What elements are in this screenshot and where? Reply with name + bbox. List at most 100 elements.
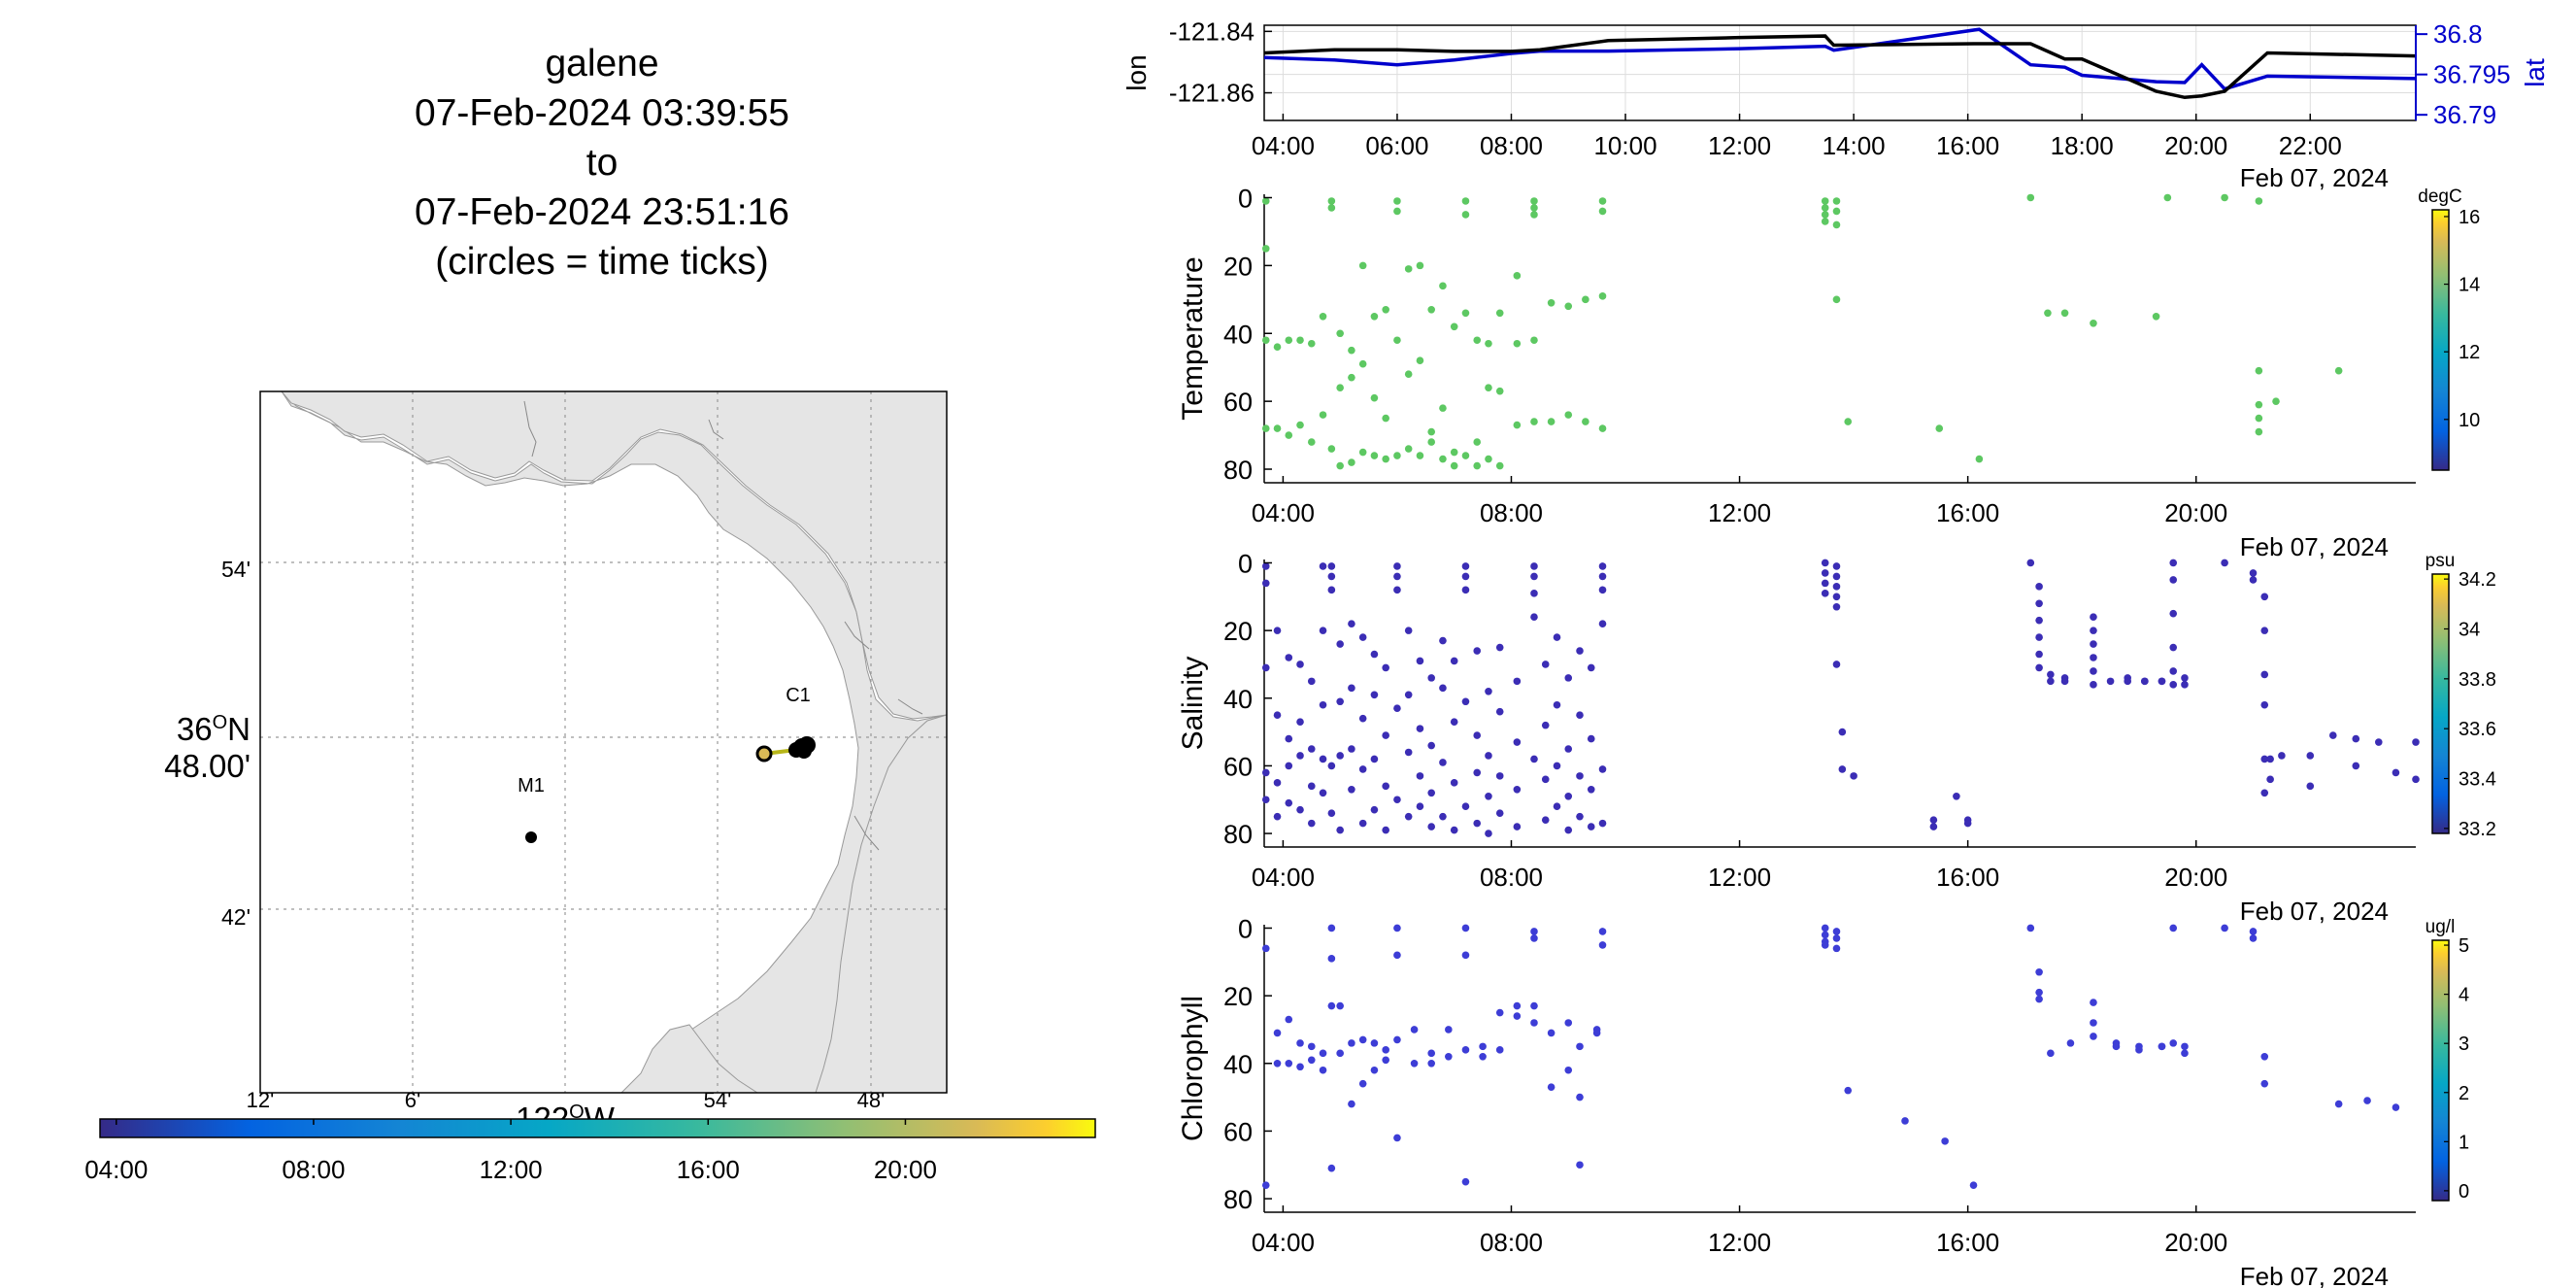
sal-data-point [1370, 755, 1379, 763]
temp-data-point [1975, 455, 1984, 463]
temp-colorbar [2431, 209, 2450, 471]
temp-xtick-label: 16:00 [1936, 498, 1999, 527]
sal-data-point [1553, 700, 1561, 709]
sal-data-point [1273, 627, 1282, 634]
sal-data-point [2266, 775, 2274, 784]
sal-data-point [1382, 663, 1389, 672]
temp-data-point [1473, 336, 1482, 345]
chl-data-point [2334, 1100, 2343, 1108]
chl-ytick-label: 60 [1223, 1117, 1253, 1146]
sal-data-point [1382, 826, 1389, 834]
sal-data-point [1929, 823, 1938, 830]
sal-data-point [1296, 805, 1304, 814]
map-gridlines [260, 391, 947, 1093]
sal-data-point [1832, 602, 1841, 611]
sal-data-point [1576, 711, 1584, 719]
temp-data-point [1261, 197, 1270, 205]
series-line-lon [1263, 34, 2417, 100]
sal-data-point [2260, 789, 2269, 797]
sal-data-point [1261, 562, 1270, 570]
temp-data-point [1935, 424, 1944, 432]
sal-data-point [1541, 661, 1550, 668]
sal-data-point [2260, 755, 2269, 763]
sal-data-point [1307, 677, 1316, 686]
sal-data-point [1261, 768, 1270, 777]
sal-data-point [1427, 823, 1435, 830]
sal-data-point [1485, 830, 1492, 837]
sal-data-point [2090, 640, 2097, 648]
sal-data-point [2352, 734, 2360, 743]
chl-data-point [1307, 1042, 1316, 1051]
chl-data-point [2026, 924, 2035, 932]
sal-data-point [1485, 752, 1492, 760]
temp-data-point [2272, 397, 2280, 405]
time-tick-marker [796, 743, 812, 759]
sal-data-point [1393, 704, 1401, 713]
sal-data-point [2278, 752, 2286, 760]
temp-xtick-label: 12:00 [1708, 498, 1771, 527]
temp-data-point [1336, 329, 1344, 338]
sal-data-point [1473, 819, 1482, 828]
temp-data-point [1582, 295, 1589, 304]
map-lat-major-degrees: 36 [177, 711, 213, 747]
pos-xtick-label: 16:00 [1936, 131, 1999, 160]
land-south [620, 1024, 758, 1093]
sal-data-point [1461, 562, 1470, 570]
sal-data-point [1319, 789, 1327, 797]
temp-data-point [1832, 207, 1841, 216]
temp-data-point [2334, 366, 2343, 375]
sal-data-point [1393, 796, 1401, 804]
land-area [281, 391, 947, 1093]
temp-data-point [1327, 204, 1336, 212]
chl-data-point [2066, 1039, 2075, 1047]
temp-data-point [1513, 272, 1522, 280]
sal-data-point [1553, 802, 1561, 811]
sal-data-point [1370, 691, 1379, 699]
sal-data-point [2106, 677, 2115, 686]
chl-data-point [1832, 944, 1841, 953]
chl-data-point [1564, 1019, 1573, 1027]
chl-data-point [1445, 1026, 1453, 1034]
temp-data-point [1450, 322, 1458, 331]
chl-data-point [1513, 1012, 1522, 1020]
chl-data-point [1427, 1059, 1435, 1068]
sal-data-point [2260, 627, 2269, 634]
temp-xtick-label: 20:00 [2164, 498, 2227, 527]
chl-data-point [1261, 944, 1270, 953]
chl-colorbar-tick-label: 4 [2459, 985, 2469, 1006]
temp-data-point [1416, 261, 1424, 270]
sal-data-point [2169, 576, 2178, 584]
chl-data-point [1445, 1053, 1453, 1061]
pos-xtick-label: 20:00 [2164, 131, 2227, 160]
temp-data-point [2221, 193, 2228, 202]
temp-data-point [1598, 292, 1607, 300]
temp-data-point [2060, 309, 2069, 318]
sal-data-point [1327, 586, 1336, 594]
time-colorbar-tick-label: 08:00 [282, 1155, 345, 1184]
pos-xtick-label: 08:00 [1480, 131, 1543, 160]
sal-data-point [2260, 670, 2269, 679]
chl-data-point [1513, 1001, 1522, 1010]
temp-data-point [1319, 411, 1327, 419]
chl-colorbar-tick-label: 2 [2459, 1083, 2469, 1104]
pos-xtick-label: 06:00 [1365, 131, 1428, 160]
temp-data-point [1285, 336, 1293, 345]
chl-colorbar [2431, 939, 2450, 1202]
sal-colorbar-tick-label: 33.4 [2459, 769, 2496, 791]
sal-data-point [2090, 613, 2097, 621]
temp-data-point [1319, 312, 1327, 321]
series-line-lat [1263, 27, 2417, 91]
sal-ytick-label: 0 [1238, 549, 1253, 578]
sal-data-point [1393, 562, 1401, 570]
temp-data-point [1348, 346, 1355, 355]
sal-data-point [2221, 559, 2228, 567]
chl-data-point [1427, 1049, 1435, 1058]
temp-data-point [1485, 455, 1492, 463]
sal-data-point [1513, 786, 1522, 794]
title-line-note: (circles = time ticks) [435, 241, 769, 283]
chl-data-point [1327, 955, 1336, 963]
temp-data-point [1547, 418, 1556, 425]
chl-data-point [2035, 967, 2043, 976]
chl-data-point [1348, 1100, 1355, 1108]
sal-data-point [1348, 786, 1355, 794]
